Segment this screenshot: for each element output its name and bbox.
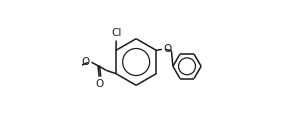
Text: O: O <box>95 79 104 89</box>
Text: O: O <box>81 57 90 66</box>
Text: Cl: Cl <box>111 28 121 38</box>
Text: O: O <box>163 44 172 54</box>
